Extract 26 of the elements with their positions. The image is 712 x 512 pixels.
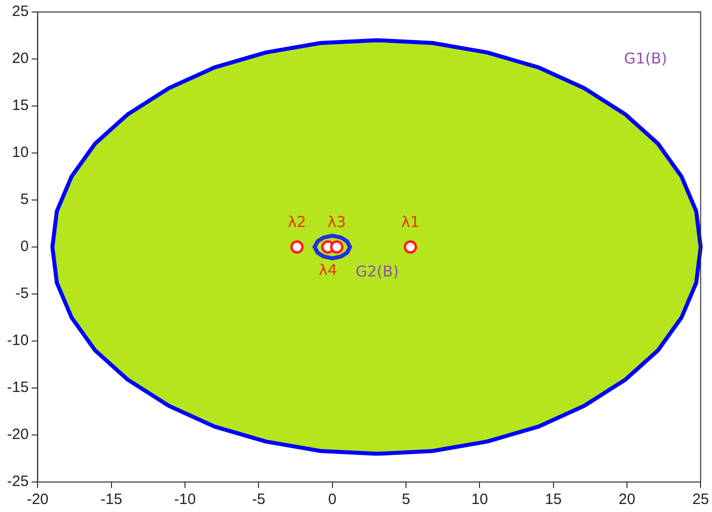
y-tick-label: 15 bbox=[12, 97, 29, 114]
y-tick-label: 5 bbox=[20, 191, 29, 208]
series-label: λ3 bbox=[328, 212, 346, 231]
y-tick-label: 20 bbox=[12, 50, 29, 68]
y-tick-label: -5 bbox=[15, 285, 29, 302]
y-tick-label: 10 bbox=[12, 144, 29, 162]
x-tick-label: 0 bbox=[328, 491, 337, 508]
x-tick-label: -15 bbox=[100, 491, 122, 508]
x-tick-label: -10 bbox=[174, 491, 196, 508]
series-label: λ1 bbox=[401, 212, 420, 231]
x-tick-label: 25 bbox=[692, 491, 709, 508]
series-label: λ4 bbox=[318, 260, 338, 279]
y-tick-label: -25 bbox=[6, 473, 29, 490]
x-tick-label: 5 bbox=[402, 491, 410, 508]
series-label: G2(B) bbox=[356, 262, 399, 280]
series-label: λ2 bbox=[288, 212, 306, 231]
y-tick-label: 25 bbox=[12, 3, 29, 20]
y-tick-label: -10 bbox=[6, 332, 29, 350]
y-tick-label: -15 bbox=[6, 379, 29, 396]
y-tick-label: 0 bbox=[20, 238, 29, 256]
x-tick-label: 20 bbox=[618, 491, 636, 508]
text: G1(B) bbox=[624, 49, 668, 68]
y-tick-label: -20 bbox=[6, 426, 29, 444]
x-tick-label: 15 bbox=[544, 491, 562, 508]
x-tick-label: 10 bbox=[471, 491, 488, 508]
x-tick-label: -5 bbox=[252, 491, 266, 508]
